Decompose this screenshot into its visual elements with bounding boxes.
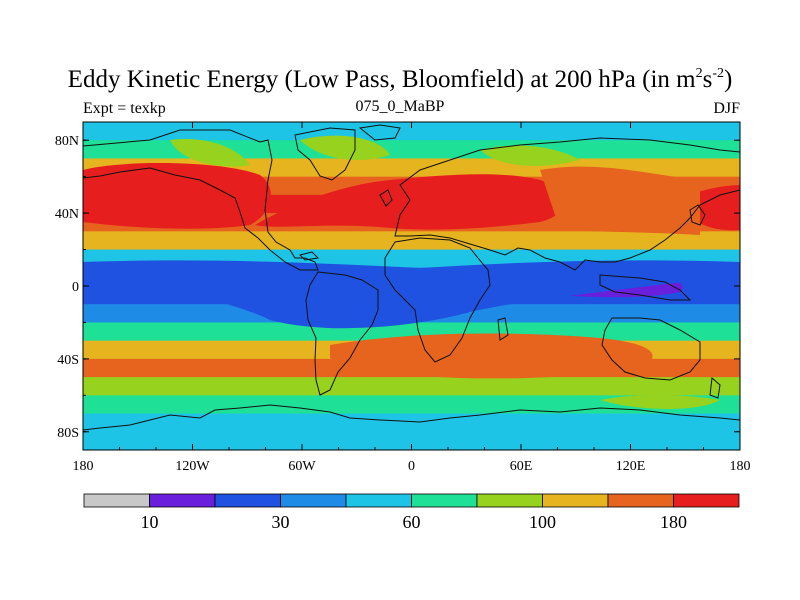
x-tick-label-0: 180 <box>73 459 94 474</box>
colorbar-label-2: 60 <box>403 512 421 532</box>
x-tick-label-1: 120W <box>175 459 210 474</box>
title-mid: s <box>702 66 713 93</box>
plot-title: Eddy Kinetic Energy (Low Pass, Bloomfiel… <box>0 66 800 94</box>
x-tick-label-3: 0 <box>408 459 415 474</box>
title-text: Eddy Kinetic Energy (Low Pass, Bloomfiel… <box>67 66 696 93</box>
coast-madagascar <box>497 317 509 341</box>
coast-greenland <box>294 127 356 181</box>
title-end: ) <box>724 66 733 93</box>
green-north-3 <box>480 145 580 166</box>
band-14 <box>83 377 740 396</box>
colorbar-label-3: 100 <box>529 512 556 532</box>
y-tick-label-1: 40N <box>55 207 79 222</box>
colorbar-box-1 <box>149 493 216 508</box>
colorbar-label-0: 10 <box>141 512 159 532</box>
orange-sh <box>330 333 653 379</box>
y-tick-label-4: 80S <box>57 426 79 441</box>
coastlines <box>83 124 740 431</box>
coast-new-zealand <box>709 376 721 399</box>
colorbar-label-4: 180 <box>660 512 687 532</box>
blue-eq-band <box>83 260 740 329</box>
green-north-1 <box>170 139 250 167</box>
x-tick-label-4: 60E <box>510 459 533 474</box>
orange-east <box>540 166 700 235</box>
colorbar-box-5 <box>411 493 478 508</box>
coast-australia <box>601 317 701 381</box>
ekf-field <box>83 122 740 450</box>
y-tick-label-0: 80N <box>55 134 79 149</box>
band-6 <box>83 231 740 251</box>
band-17 <box>83 431 740 450</box>
coast-eurasia <box>394 137 740 271</box>
colorbar-box-8 <box>607 493 674 508</box>
title-sup-2: -2 <box>712 66 724 81</box>
x-tick-label-2: 60W <box>288 459 316 474</box>
colorbar-box-0 <box>83 493 150 508</box>
season-label: DJF <box>713 100 740 117</box>
x-axis: 180 120W 60W 0 60E 120E 180 <box>73 122 751 474</box>
colorbar-box-4 <box>345 493 412 508</box>
band-0 <box>83 122 740 141</box>
green-sh-pacific <box>600 395 720 409</box>
coast-maritime <box>599 274 692 301</box>
field-anomalies <box>83 135 740 409</box>
colorbar: 10 30 60 100 180 <box>83 493 740 532</box>
band-15 <box>83 395 740 415</box>
y-axis: 80N 40N 0 40S 80S <box>55 134 740 441</box>
x-tick-label-6: 180 <box>730 459 751 474</box>
green-north-2 <box>300 135 390 160</box>
coast-caribbean <box>299 251 320 261</box>
colorbar-box-6 <box>476 493 543 508</box>
title-sup-1: 2 <box>695 66 703 81</box>
band-16 <box>83 413 740 433</box>
colorbar-box-7 <box>542 493 609 508</box>
coast-uk <box>379 189 393 207</box>
y-tick-label-2: 0 <box>72 280 79 295</box>
y-tick-label-3: 40S <box>57 353 79 368</box>
coast-north-america <box>83 129 319 271</box>
red-core-pacific <box>83 163 271 229</box>
experiment-label: Expt = texkp <box>83 100 166 117</box>
colorbar-box-9 <box>673 493 740 508</box>
x-tick-label-5: 120E <box>616 459 646 474</box>
colorbar-label-1: 30 <box>272 512 290 532</box>
band-1 <box>83 140 740 159</box>
colorbar-box-2 <box>214 493 281 508</box>
coast-antarctica <box>83 404 740 431</box>
run-label: 075_0_MaBP <box>355 98 445 115</box>
coast-south-america <box>305 271 379 396</box>
coast-africa <box>384 237 491 363</box>
coast-arctic-islands <box>358 124 401 141</box>
colorbar-box-3 <box>280 493 347 508</box>
red-core-asia <box>255 174 565 230</box>
coast-japan <box>689 204 706 226</box>
